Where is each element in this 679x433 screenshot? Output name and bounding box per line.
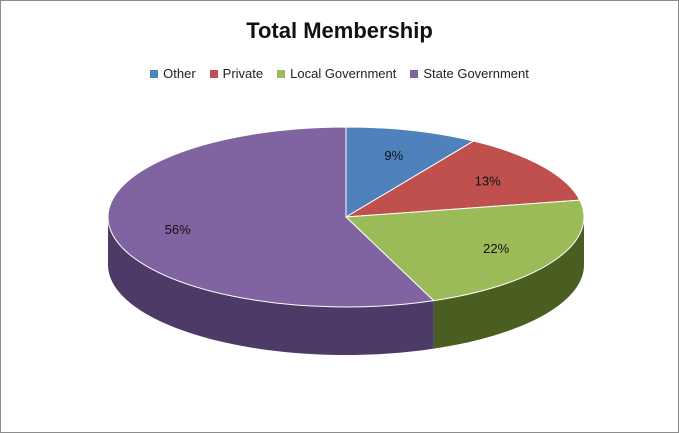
data-label-state-government: 56%	[165, 222, 191, 237]
pie-side-state-government	[108, 217, 434, 355]
legend-item-private: Private	[209, 66, 264, 81]
legend-swatch-state-government	[410, 69, 419, 78]
pie-slice-state-government	[107, 126, 435, 308]
legend-label-private: Private	[222, 66, 264, 81]
chart-title: Total Membership	[246, 18, 433, 43]
legend-item-state-government: State Government	[410, 66, 529, 81]
legend-swatch-local-government	[277, 69, 286, 78]
legend-label-local-government: Local Government	[290, 66, 397, 81]
pie-data-labels: 9% 13% 22% 56%	[165, 148, 510, 256]
data-label-private: 13%	[475, 174, 501, 189]
legend-swatch-other	[150, 69, 159, 78]
pie-slices	[107, 126, 585, 308]
legend-label-state-government: State Government	[423, 66, 529, 81]
chart-legend: Other Private Local Government State Gov…	[0, 66, 679, 81]
data-label-local-government: 22%	[483, 241, 509, 256]
legend-swatch-private	[209, 69, 218, 78]
legend-label-other: Other	[163, 66, 196, 81]
data-label-other: 9%	[384, 148, 403, 163]
pie-slice-private	[345, 140, 581, 218]
pie-slice-other	[345, 126, 475, 218]
legend-item-local-government: Local Government	[277, 66, 396, 81]
pie-slice-local-government	[344, 199, 585, 302]
legend-item-other: Other	[150, 66, 196, 81]
